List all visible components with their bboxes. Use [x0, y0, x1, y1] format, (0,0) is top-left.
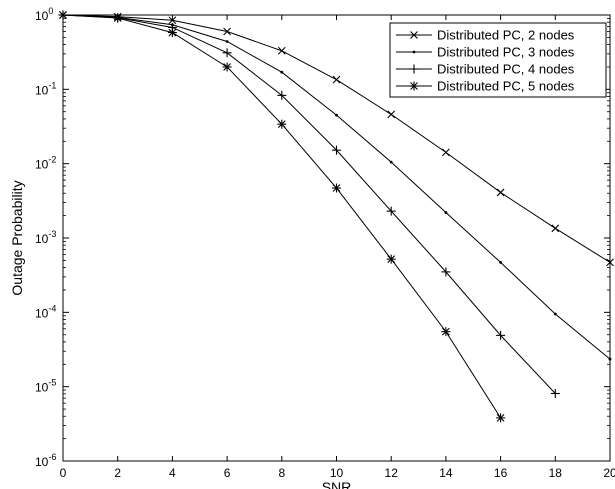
y-tick-exponent: -1 [48, 80, 56, 90]
data-point-plus [496, 330, 506, 340]
data-point-plus [222, 48, 232, 58]
y-tick-label: 10-4 [35, 303, 56, 320]
y-tick-base: 10 [35, 158, 49, 172]
y-tick-base: 10 [35, 455, 49, 469]
legend-label: Distributed PC, 4 nodes [437, 62, 575, 77]
data-point-dot [280, 70, 284, 74]
data-point-x [410, 31, 418, 39]
y-tick-label: 100 [35, 6, 53, 23]
data-point-star [332, 183, 341, 193]
y-tick-exponent: 0 [48, 6, 53, 16]
data-point-plus [277, 90, 287, 100]
y-tick-exponent: -2 [48, 155, 56, 165]
data-point-dot [553, 312, 557, 316]
data-point-dot [389, 160, 393, 164]
data-point-plus [550, 388, 560, 398]
y-tick-label: 10-5 [35, 378, 56, 395]
y-axis-title: Outage Probability [9, 180, 25, 295]
legend-entry: Distributed PC, 3 nodes [396, 45, 575, 60]
x-tick-label: 12 [385, 466, 399, 480]
data-point-star [167, 28, 177, 38]
data-point-plus [441, 267, 451, 277]
data-point-star [441, 327, 451, 337]
x-tick-label: 0 [60, 466, 67, 480]
x-tick-label: 2 [114, 466, 121, 480]
legend-entry: Distributed PC, 4 nodes [396, 62, 575, 77]
data-point-star [386, 254, 396, 264]
axis-ticks [62, 14, 611, 462]
series-5-nodes [58, 10, 506, 423]
y-tick-base: 10 [35, 381, 49, 395]
x-tick-label: 18 [549, 466, 563, 480]
y-tick-label: 10-1 [35, 80, 56, 97]
y-tick-exponent: -5 [48, 378, 56, 388]
y-tick-label: 10-2 [35, 155, 56, 172]
y-tick-base: 10 [35, 306, 49, 320]
legend-entry: Distributed PC, 2 nodes [396, 28, 575, 43]
legend-entry: Distributed PC, 5 nodes [396, 79, 575, 94]
x-tick-label: 4 [169, 466, 176, 480]
data-point-x [168, 16, 177, 25]
x-tick-label: 6 [224, 466, 231, 480]
legend-label: Distributed PC, 3 nodes [437, 45, 575, 60]
data-point-plus [386, 206, 396, 216]
data-point-x [442, 148, 450, 157]
data-point-star [409, 81, 419, 91]
data-point-x [606, 258, 614, 267]
y-tick-base: 10 [35, 9, 49, 23]
data-point-star [496, 413, 506, 423]
data-point-star [58, 10, 68, 20]
y-tick-exponent: -6 [48, 452, 56, 462]
data-point-x [332, 75, 341, 84]
data-point-star [277, 119, 287, 129]
data-point-dot [499, 260, 502, 264]
data-point-plus [409, 64, 419, 74]
series-line [62, 14, 556, 394]
data-point-star [222, 62, 232, 72]
legend: Distributed PC, 2 nodes Distributed PC, 3… [389, 22, 607, 98]
x-tick-label: 10 [330, 466, 344, 480]
y-tick-exponent: -3 [48, 229, 56, 239]
y-tick-label: 10-3 [35, 229, 56, 246]
data-point-dot [444, 211, 448, 214]
y-tick-exponent: -4 [48, 303, 56, 313]
legend-label: Distributed PC, 2 nodes [437, 28, 575, 43]
data-point-dot [335, 113, 338, 117]
x-axis-title: SNR [322, 479, 352, 489]
data-point-dot [608, 357, 612, 361]
series-layer [58, 10, 614, 423]
x-tick-label: 14 [439, 466, 453, 480]
data-point-dot [412, 50, 416, 54]
data-point-x [223, 27, 231, 36]
y-tick-label: 10-6 [35, 452, 56, 469]
data-point-x [387, 110, 396, 119]
data-point-dot [225, 40, 229, 43]
data-point-x [551, 224, 560, 233]
tick-labels: 0 2 4 6 8 10 12 14 16 18 2010010-110-210-310-410-5… [35, 6, 615, 480]
x-tick-label: 16 [494, 466, 508, 480]
x-tick-label: 20 [603, 466, 615, 480]
data-point-star [113, 13, 123, 23]
y-tick-base: 10 [35, 83, 49, 97]
legend-label: Distributed PC, 5 nodes [437, 79, 575, 94]
x-tick-label: 8 [278, 466, 285, 480]
data-point-plus [332, 145, 341, 155]
data-point-x [277, 46, 286, 55]
data-point-x [496, 188, 505, 197]
y-tick-base: 10 [35, 232, 49, 246]
